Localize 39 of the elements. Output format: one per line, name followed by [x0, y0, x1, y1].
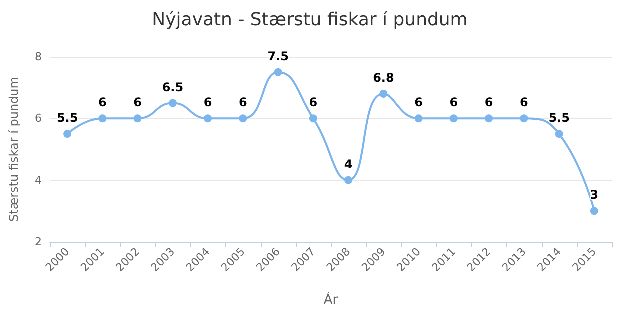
y-tick-label: 6 [35, 112, 42, 126]
point [204, 114, 212, 123]
point [485, 114, 494, 123]
point [555, 130, 564, 138]
data-label: 5.5 [56, 111, 78, 126]
data-label: 3 [590, 188, 599, 202]
data-label: 6 [98, 96, 107, 110]
data-label: 4 [344, 157, 353, 172]
point [450, 114, 458, 123]
point [590, 207, 598, 216]
data-label: 6.5 [162, 80, 184, 94]
point [168, 99, 177, 108]
point [520, 114, 528, 123]
data-label: 6.8 [373, 71, 394, 85]
data-label: 6 [309, 96, 318, 110]
data-label: 6 [450, 96, 458, 110]
point [414, 114, 423, 123]
point [64, 130, 72, 138]
x-axis-title: Ár [324, 291, 339, 308]
y-tick-label: 2 [35, 236, 42, 248]
point [98, 114, 107, 123]
y-tick-label: 4 [35, 174, 42, 187]
data-label: 6 [414, 96, 423, 110]
data-label: 6 [134, 96, 142, 110]
data-label: 6 [484, 96, 494, 110]
data-label: 6 [239, 96, 248, 110]
data-label: 6 [520, 96, 528, 110]
point [344, 176, 353, 184]
point [239, 114, 248, 123]
chart-title: Nýjavatn - Stærstu fiskar í pundum [152, 10, 468, 30]
point [380, 90, 388, 98]
point [134, 114, 142, 123]
point [309, 114, 318, 123]
y-axis-title: Stærstu fiskar í pundum [7, 77, 21, 222]
data-label: 6 [204, 96, 212, 110]
point [274, 68, 282, 76]
data-label: 5.5 [548, 111, 570, 126]
y-tick-label: 8 [35, 50, 42, 64]
data-label: 7.5 [268, 49, 289, 64]
